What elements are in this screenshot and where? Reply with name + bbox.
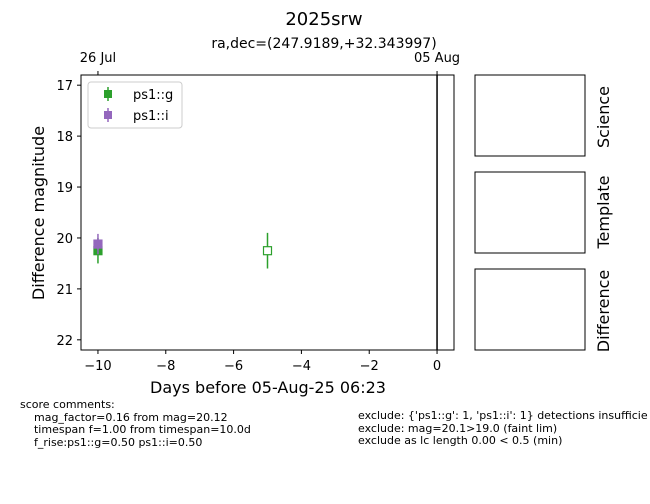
difference-label: Difference <box>594 270 613 352</box>
x-tick-label: −8 <box>156 359 175 374</box>
legend-label: ps1::i <box>133 109 169 124</box>
y-tick-label: 19 <box>56 181 73 196</box>
x-tick-label: 0 <box>433 359 441 374</box>
y-tick-label: 18 <box>56 130 73 145</box>
x-tick-label: −6 <box>224 359 243 374</box>
template-cutout-panel <box>474 171 586 254</box>
x-tick-label: −4 <box>292 359 311 374</box>
science-cutout-panel <box>474 74 586 157</box>
y-tick-label: 22 <box>56 334 73 349</box>
difference-cutout-panel <box>474 268 586 351</box>
y-tick-label: 20 <box>56 232 73 247</box>
plot-frame <box>80 74 455 351</box>
x-tick-label: −2 <box>360 359 379 374</box>
template-label: Template <box>594 175 613 249</box>
score-comments: score comments: mag_factor=0.16 from mag… <box>20 398 251 449</box>
plot-area: −10 −8 −6 −4 −2 0 17 18 19 20 21 22 26 Jul 05 Aug ps1:… <box>56 51 460 374</box>
legend-marker <box>104 111 112 119</box>
chart-subtitle: ra,dec=(247.9189,+32.343997) <box>211 36 436 52</box>
science-label: Science <box>594 86 613 148</box>
legend-label: ps1::g <box>133 88 173 103</box>
x-tick-label: −10 <box>84 359 111 374</box>
data-point-marker <box>262 246 273 256</box>
top-date-tick-label: 26 Jul <box>80 51 116 66</box>
legend-marker <box>104 90 112 98</box>
exclude-comments: exclude: {'ps1::g': 1, 'ps1::i': 1} dete… <box>358 409 648 447</box>
data-point-marker <box>93 239 103 249</box>
y-tick-label: 21 <box>56 283 73 298</box>
y-axis-label: Difference magnitude <box>29 126 48 300</box>
top-date-tick-label: 05 Aug <box>414 51 460 66</box>
chart-title: 2025srw <box>285 9 362 30</box>
x-axis-label: Days before 05-Aug-25 06:23 <box>150 378 386 397</box>
y-tick-label: 17 <box>56 79 73 94</box>
